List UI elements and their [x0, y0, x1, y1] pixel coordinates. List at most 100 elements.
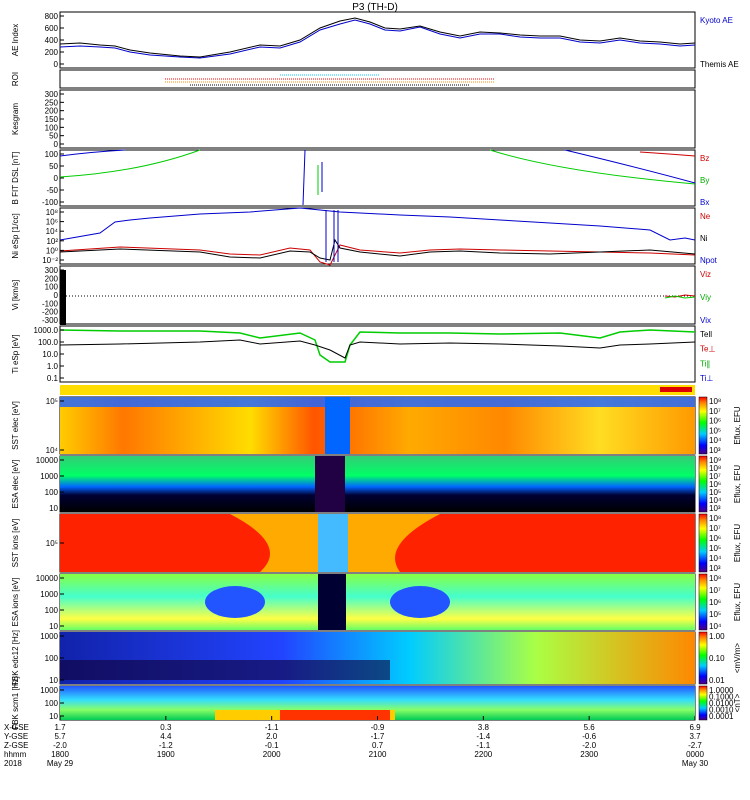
colorbar-tick-label: 10⁶ — [709, 417, 721, 426]
ytick-label: 150 — [45, 115, 59, 124]
bottom-row-label: X-GSE — [4, 723, 29, 732]
colorbar-tick-label: 0.10 — [709, 654, 725, 663]
colorbar-title: <mV/m> — [733, 643, 742, 674]
colorbar-tick-label: 10⁹ — [709, 456, 721, 465]
ytick-label: 10⁵ — [46, 539, 58, 548]
ytick-label: 200 — [45, 48, 59, 57]
colorbar-title: Eflux, EFU — [733, 524, 742, 562]
bottom-row-label: Z-GSE — [4, 741, 28, 750]
colorbar-esa_e — [698, 455, 708, 513]
ytick-label: 10000 — [36, 574, 59, 583]
colorbar-tick-label: 10⁵ — [709, 426, 721, 435]
bottom-row-label: 2018 — [4, 759, 22, 768]
bottom-tick-label: -2.0 — [582, 741, 596, 750]
legend-entry: Bz — [700, 154, 709, 163]
legend-entry: Tell — [700, 330, 712, 339]
ytick-label: 100 — [45, 699, 59, 708]
ytick-label: 400 — [45, 36, 59, 45]
ytick-label: 0 — [54, 60, 59, 69]
bottom-tick-label: 0.3 — [160, 723, 172, 732]
ytick-label: 100 — [45, 654, 59, 663]
colorbar-tick-label: 10³ — [709, 504, 721, 513]
bottom-tick-label: 2000 — [263, 750, 281, 759]
themis-ae-line — [59, 17, 696, 58]
legend-entry: By — [700, 176, 709, 185]
ytick-label: 10⁰ — [46, 246, 58, 255]
panel-frame-vi — [59, 265, 696, 325]
ytick-label: 1000.0 — [34, 326, 59, 335]
kyoto-ae-line — [59, 19, 696, 59]
ytick-label: 200 — [45, 274, 59, 283]
ytick-label: 1.0 — [47, 362, 59, 371]
colorbar-tick-label: 10⁸ — [709, 574, 721, 583]
colorbar-tick-label: 0.0010 — [709, 706, 734, 715]
ytick-label: 300 — [45, 266, 59, 275]
colorbar-tick-label: 10⁴ — [709, 554, 722, 563]
ytick-label: 0.1 — [47, 374, 59, 383]
ytick-label: 0 — [54, 174, 59, 183]
bottom-tick-label: -1.4 — [476, 732, 490, 741]
colorbar-tick-label: 10⁶ — [709, 534, 721, 543]
colorbar-tick-label: 10⁷ — [709, 524, 721, 533]
ylabel-roi: ROI — [11, 72, 20, 86]
ylabel-ti: Ti eSp [eV] — [11, 334, 20, 373]
bottom-tick-label: 5.6 — [584, 723, 596, 732]
vi-panel — [60, 270, 696, 325]
ytick-label: 100.0 — [38, 338, 59, 347]
bottom-tick-label: 4.4 — [160, 732, 172, 741]
bottom-tick-label: 0000 — [686, 750, 704, 759]
legend-entry: Ti⊥ — [700, 374, 713, 383]
bottom-tick-label: -1.7 — [371, 732, 385, 741]
panel-frame-ae — [59, 11, 696, 69]
legend-entry: Ti∥ — [700, 359, 710, 368]
bottom-tick-label: 2.0 — [266, 732, 278, 741]
colorbar-tick-label: 10⁶ — [709, 480, 721, 489]
bottom-tick-label: 3.8 — [478, 723, 490, 732]
bottom-tick-label: -2.0 — [53, 741, 67, 750]
bottom-tick-label: 3.7 — [689, 732, 701, 741]
ytick-label: 600 — [45, 24, 59, 33]
ylabel-ae: AE Index — [11, 24, 20, 56]
legend-entry: Viy — [700, 293, 711, 302]
roi-panel — [165, 74, 495, 86]
bottom-tick-label: 0.7 — [372, 741, 384, 750]
legend-entry: Npot — [700, 256, 718, 265]
bottom-tick-label: 1.7 — [54, 723, 66, 732]
colorbar-tick-label: 10⁷ — [709, 472, 721, 481]
bottom-tick-label: -0.9 — [371, 723, 385, 732]
colorbar-tick-label: 0.0100 — [709, 699, 734, 708]
ylabel-sst_i: SST ions [eV] — [11, 519, 20, 568]
colorbar-tick-label: 0.0001 — [709, 712, 734, 721]
ytick-label: 0 — [54, 291, 59, 300]
ylabel-bfit: B FIT DSL [nT] — [11, 152, 20, 205]
bottom-tick-label: 2100 — [369, 750, 387, 759]
legend-entry: Vix — [700, 316, 711, 325]
ytick-label: -200 — [42, 308, 59, 317]
legend-entry: Te⊥ — [700, 345, 715, 354]
bottom-tick-label: -2.7 — [688, 741, 702, 750]
ytick-label: 10⁴ — [46, 446, 59, 455]
bottom-tick-label: 1800 — [51, 750, 69, 759]
ytick-label: 50 — [49, 132, 58, 141]
bottom-axis: X-GSEY-GSEZ-GSEhhmm20181.75.7-2.01800May… — [4, 716, 709, 768]
colorbar-tick-label: 10⁷ — [709, 586, 721, 595]
ytick-label: 1000 — [40, 590, 58, 599]
colorbar-tick-label: 10⁵ — [709, 610, 721, 619]
bottom-row-label: Y-GSE — [4, 732, 28, 741]
ytick-label: 0 — [54, 140, 59, 149]
legend-entry: Bx — [700, 198, 709, 207]
ytick-label: 1000 — [40, 686, 58, 695]
colorbar-title: Eflux, EFU — [733, 465, 742, 503]
panel-frame-ti — [59, 325, 696, 383]
ytick-label: 300 — [45, 90, 59, 99]
ylabel-vi: Vi [km/s] — [11, 280, 20, 311]
ytick-label: 50 — [49, 162, 58, 171]
colorbar-tick-label: 0.1000 — [709, 693, 734, 702]
bottom-tick-label: 2300 — [580, 750, 598, 759]
ytick-label: 250 — [45, 98, 59, 107]
bottom-tick-label: 6.9 — [689, 723, 701, 732]
colorbar-title: Eflux, EFU — [733, 406, 742, 444]
ytick-label: 100 — [45, 283, 59, 292]
bottom-tick-label: -1.1 — [476, 741, 490, 750]
